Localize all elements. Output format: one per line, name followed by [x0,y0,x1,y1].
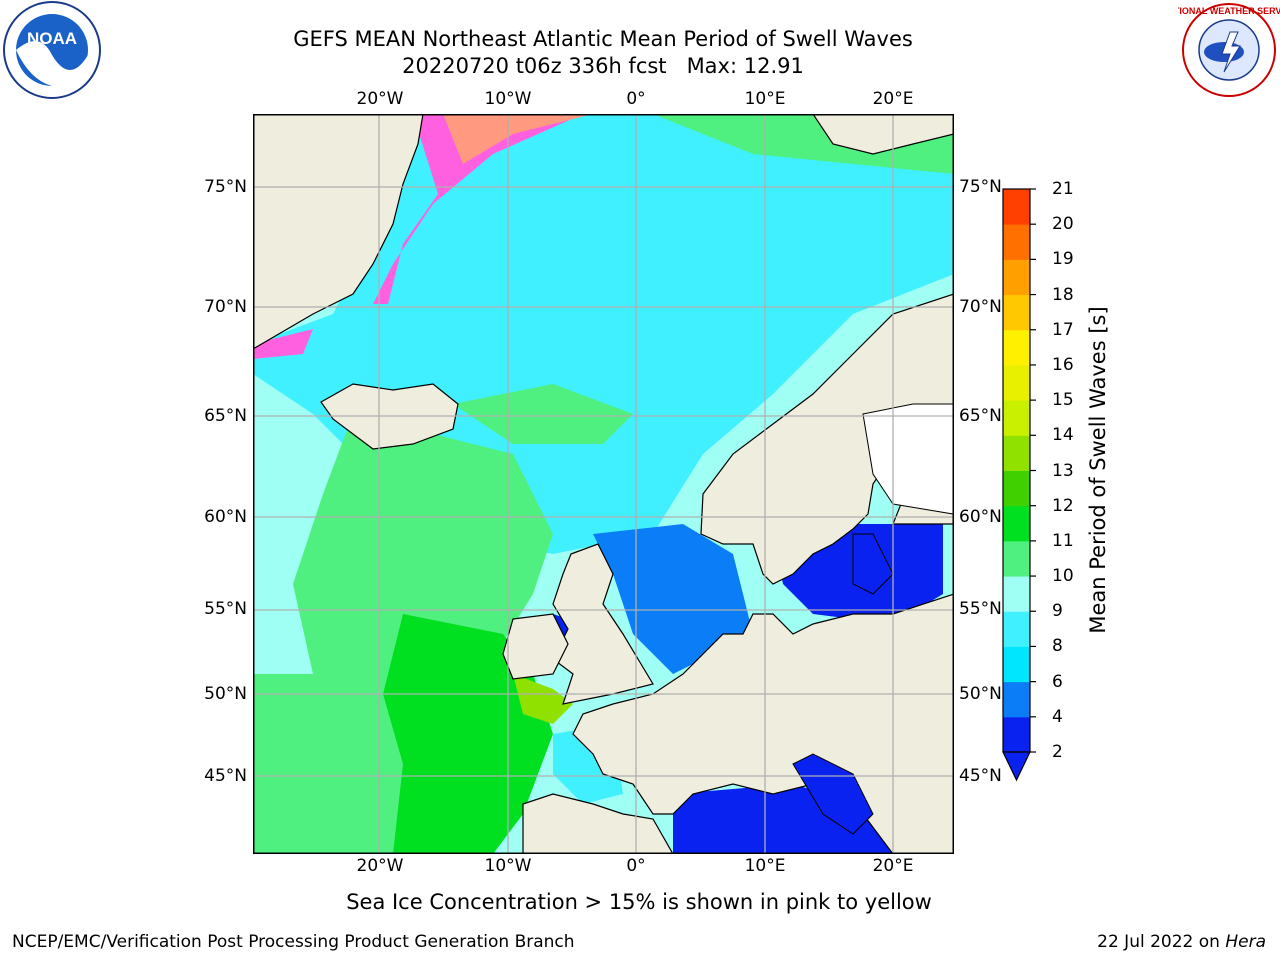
colorbar-tick-label: 20 [1052,214,1074,235]
colorbar-label: Mean Period of Swell Waves [s] [1086,306,1110,634]
noaa-logo-text: NOAA [27,29,77,48]
colorbar-tick-label: 11 [1052,530,1074,551]
map-frame [253,114,954,854]
colorbar-segment [1003,611,1030,647]
land-greenland [253,114,424,350]
land-svalbard [812,114,954,155]
lat-tick-left: 60°N [204,507,247,527]
sea-ice-footnote: Sea Ice Concentration > 15% is shown in … [0,890,1280,914]
colorbar-segment [1003,505,1030,542]
colorbar-segment [1003,400,1030,436]
colorbar-segment [1003,716,1030,753]
colorbar-segment [1003,576,1030,612]
lat-tick-left: 65°N [204,406,247,426]
lat-tick-right: 75°N [959,177,1002,197]
lat-tick-right: 45°N [959,766,1002,786]
lon-tick-bottom: 20°W [356,856,404,876]
lon-tick-top: 10°E [744,89,786,109]
colorbar-tick-label: 14 [1052,425,1074,446]
colorbar-segment [1003,646,1030,683]
chart-title: GEFS MEAN Northeast Atlantic Mean Period… [293,27,913,51]
colorbar-segment [1003,294,1030,331]
colorbar-tick-label: 9 [1052,601,1063,622]
lon-tick-bottom: 0° [626,856,646,876]
chart-subtitle: 20220720 t06z 336h fcst Max: 12.91 [402,54,804,78]
credit-branch: NCEP/EMC/Verification Post Processing Pr… [12,932,575,952]
lon-tick-top: 10°W [484,89,532,109]
credit-date: 22 Jul 2022 on [1097,932,1220,952]
colorbar-extend-arrow [1002,751,1031,782]
colorbar-tick-label: 4 [1052,706,1063,727]
colorbar-segment [1003,189,1030,225]
credit-machine: Hera [1225,932,1266,952]
lon-tick-bottom: 10°E [744,856,786,876]
graticule [253,114,954,854]
colorbar-frame [1002,188,1031,753]
sea-ice-footnote-text: Sea Ice Concentration > 15% is shown in … [346,890,932,914]
lat-tick-left: 75°N [204,177,247,197]
map-panel [253,114,954,854]
colorbar-tick-label: 2 [1052,742,1063,762]
colorbar-segment [1003,329,1030,366]
lat-tick-right: 65°N [959,406,1002,426]
colorbar-tick-label: 19 [1052,249,1074,270]
land-ireland [502,613,569,680]
lat-tick-right: 70°N [959,297,1002,317]
lat-tick-left: 55°N [204,599,247,619]
colorbar-segment [1003,259,1030,296]
colorbar-segment [1003,681,1030,718]
lat-tick-right: 60°N [959,507,1002,527]
colorbar-tick-label: 13 [1052,460,1074,481]
lat-tick-left: 45°N [204,766,247,786]
north-sea-2-4s [593,524,753,674]
map-svg [253,114,954,854]
colorbar-tick-label: 10 [1052,566,1074,587]
colorbar-tick-label: 6 [1052,671,1063,692]
lon-tick-top: 20°E [872,89,914,109]
lat-tick-left: 50°N [204,684,247,704]
colorbar-tick-label: 12 [1052,495,1074,516]
lon-tick-bottom: 10°W [484,856,532,876]
colorbar-tick-label: 16 [1052,354,1074,375]
colorbar-segment [1003,540,1030,577]
colorbar-segment [1003,470,1030,507]
colorbar-segment [1003,364,1030,401]
colorbar-tick-label: 17 [1052,319,1074,340]
colorbar-segment [1003,224,1030,260]
lat-tick-right: 55°N [959,599,1002,619]
lon-tick-top: 20°W [356,89,404,109]
lat-tick-right: 50°N [959,684,1002,704]
colorbar-segment [1003,435,1030,471]
noaa-logo: NOAA [3,1,101,99]
nws-logo-text: NATIONAL WEATHER SERVICE [1178,6,1280,16]
colorbar [1002,188,1036,782]
nws-logo: NATIONAL WEATHER SERVICE [1178,3,1280,97]
credit-date-machine: 22 Jul 2022 on Hera [1097,932,1266,952]
lon-tick-bottom: 20°E [872,856,914,876]
colorbar-tick-label: 21 [1052,179,1074,199]
ocean-9-10s-central [293,414,553,754]
lat-tick-left: 70°N [204,297,247,317]
colorbar-tick-label: 15 [1052,390,1074,411]
lon-tick-top: 0° [626,89,646,109]
colorbar-tick-label: 18 [1052,284,1074,305]
colorbar-tick-label: 8 [1052,636,1063,657]
